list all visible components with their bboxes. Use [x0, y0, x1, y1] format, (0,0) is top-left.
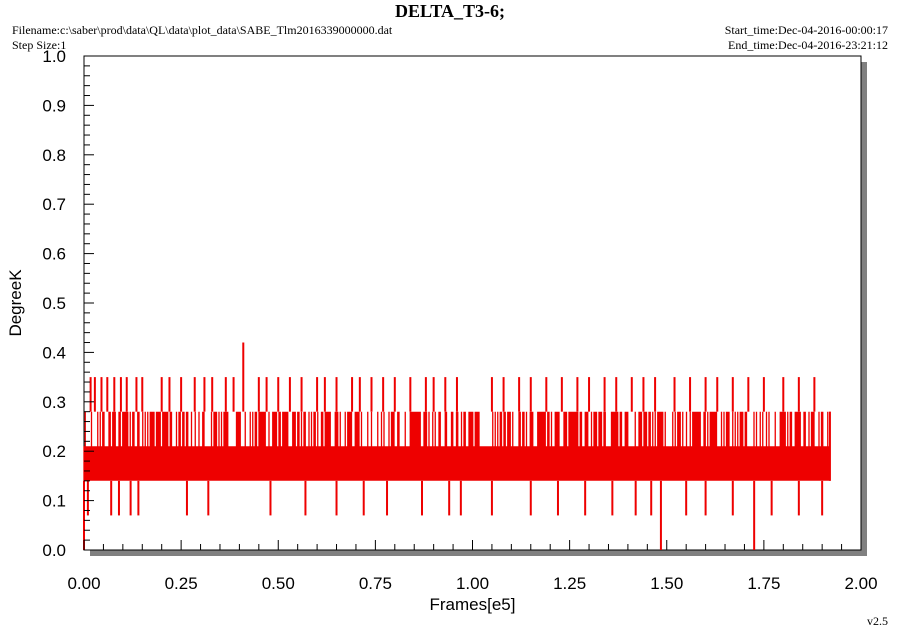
start-time-label: Start_time:Dec-04-2016-00:00:17 — [724, 23, 888, 37]
x-tick-label: 2.00 — [844, 574, 877, 593]
x-tick-label: 0.50 — [262, 574, 295, 593]
y-tick-label: 0.9 — [42, 96, 66, 115]
x-axis-label: Frames[e5] — [430, 595, 516, 614]
y-tick-label: 0.6 — [42, 245, 66, 264]
x-tick-label: 0.75 — [359, 574, 392, 593]
end-time-label: End_time:Dec-04-2016-23:21:12 — [728, 38, 888, 52]
filename-label: Filename:c:\saber\prod\data\QL\data\plot… — [12, 23, 393, 37]
chart-title: DELTA_T3-6; — [394, 1, 506, 21]
x-tick-label: 1.00 — [456, 574, 489, 593]
x-tick-label: 0.00 — [67, 574, 100, 593]
y-tick-label: 0.5 — [42, 294, 66, 313]
series-band — [83, 411, 830, 481]
y-tick-label: 0.4 — [42, 343, 66, 362]
y-tick-label: 1.0 — [42, 47, 66, 66]
y-tick-label: 0.1 — [42, 492, 66, 511]
y-tick-label: 0.0 — [42, 541, 66, 560]
y-axis-label: DegreeK — [6, 269, 25, 337]
x-tick-label: 1.75 — [747, 574, 780, 593]
step-size-label: Step Size:1 — [12, 38, 67, 52]
x-tick-label: 1.25 — [553, 574, 586, 593]
y-tick-label: 0.8 — [42, 146, 66, 165]
series-layer — [83, 342, 831, 550]
x-tick-label: 0.25 — [165, 574, 198, 593]
x-tick-label: 1.50 — [650, 574, 683, 593]
version-label: v2.5 — [867, 614, 888, 628]
y-tick-label: 0.3 — [42, 393, 66, 412]
axis-layer: 0.0 0.1 0.2 0.3 0.4 0.5 0.6 0.7 0.8 0.9 1.0 0.00 0.2… — [42, 47, 877, 593]
y-tick-label: 0.7 — [42, 195, 66, 214]
y-tick-label: 0.2 — [42, 442, 66, 461]
